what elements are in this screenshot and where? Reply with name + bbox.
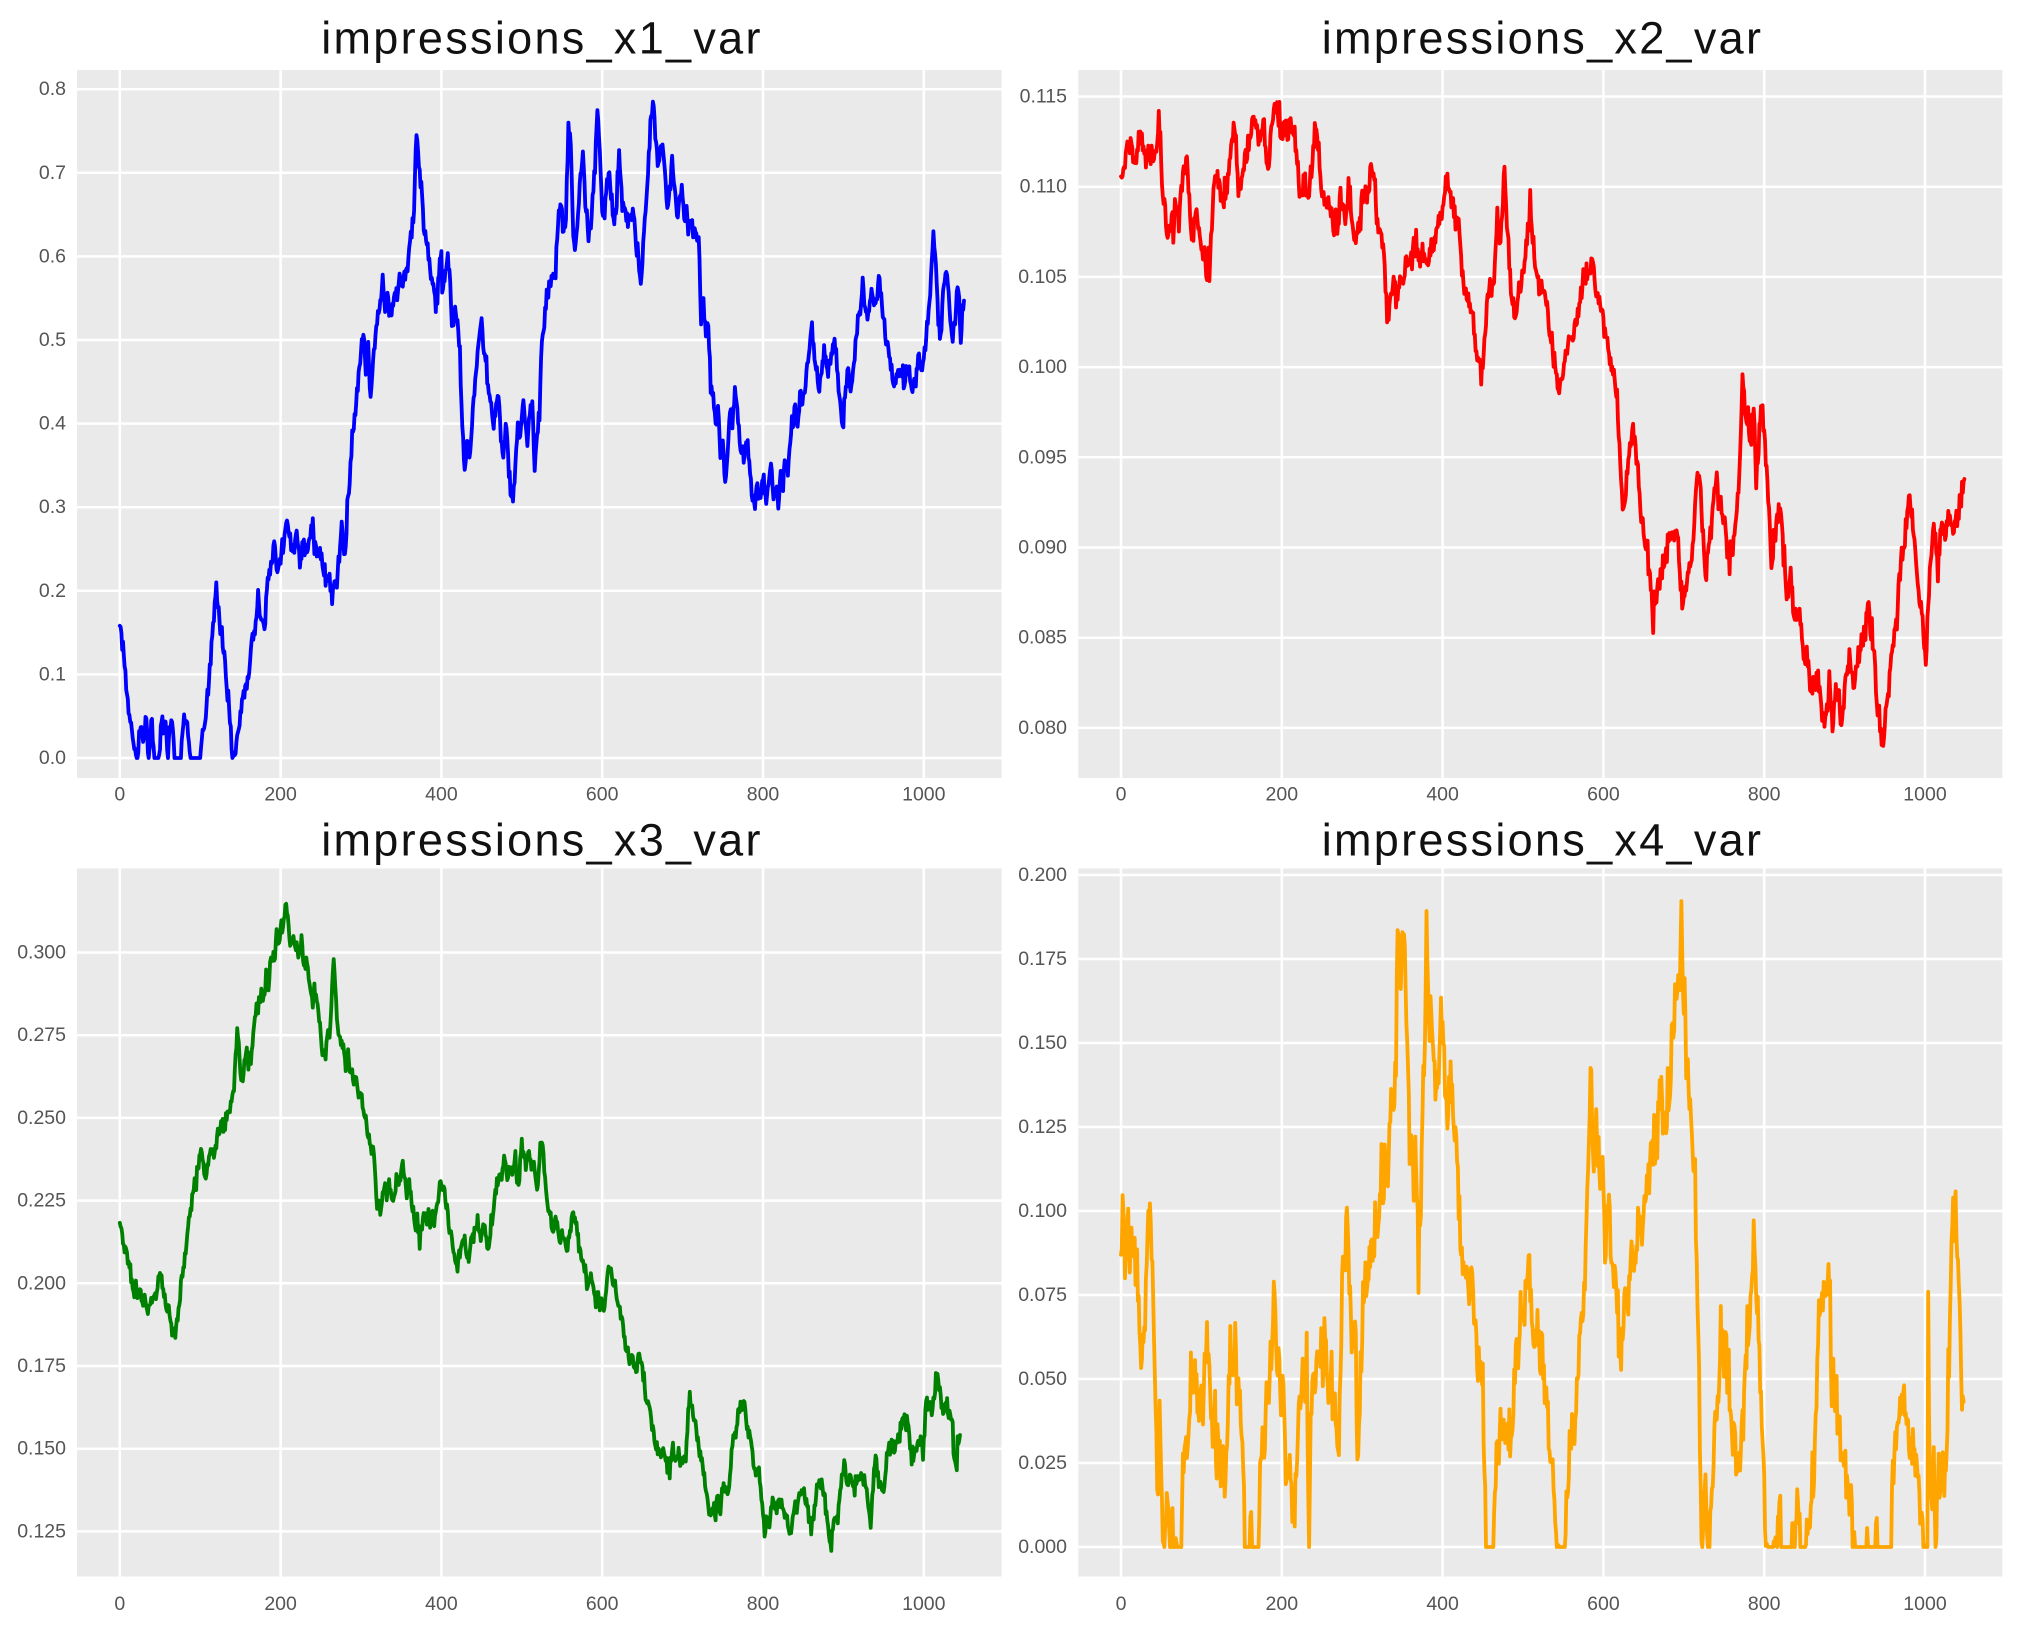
svg-text:800: 800 <box>1748 1593 1781 1615</box>
svg-text:1000: 1000 <box>1903 1593 1947 1615</box>
svg-text:400: 400 <box>425 1593 458 1615</box>
svg-text:0.105: 0.105 <box>1018 266 1067 288</box>
svg-text:600: 600 <box>586 783 619 805</box>
svg-text:400: 400 <box>425 783 458 805</box>
svg-text:200: 200 <box>264 783 297 805</box>
svg-text:0: 0 <box>1116 1593 1127 1615</box>
svg-text:600: 600 <box>1587 783 1620 805</box>
svg-text:0.6: 0.6 <box>39 245 66 267</box>
svg-text:1000: 1000 <box>902 1593 946 1615</box>
svg-text:0.1: 0.1 <box>39 663 66 685</box>
svg-text:0.000: 0.000 <box>1018 1536 1067 1558</box>
svg-text:400: 400 <box>1426 783 1459 805</box>
svg-text:0: 0 <box>1116 783 1127 805</box>
svg-text:400: 400 <box>1426 1593 1459 1615</box>
svg-text:0.100: 0.100 <box>1018 356 1067 378</box>
svg-text:600: 600 <box>586 1593 619 1615</box>
svg-text:0.250: 0.250 <box>17 1107 66 1129</box>
svg-text:0.085: 0.085 <box>1018 627 1067 649</box>
svg-text:0.150: 0.150 <box>1018 1032 1067 1054</box>
svg-text:0.100: 0.100 <box>1018 1200 1067 1222</box>
svg-text:0.125: 0.125 <box>1018 1116 1067 1138</box>
svg-text:0.075: 0.075 <box>1018 1284 1067 1306</box>
svg-text:0.095: 0.095 <box>1018 446 1067 468</box>
svg-text:0.125: 0.125 <box>17 1520 66 1542</box>
svg-text:impressions_x3_var: impressions_x3_var <box>321 815 763 866</box>
svg-text:0.200: 0.200 <box>1018 864 1067 886</box>
svg-text:200: 200 <box>1266 1593 1299 1615</box>
svg-text:200: 200 <box>264 1593 297 1615</box>
svg-text:0: 0 <box>114 783 125 805</box>
svg-text:0.175: 0.175 <box>17 1355 66 1377</box>
svg-text:800: 800 <box>747 1593 780 1615</box>
svg-text:0.225: 0.225 <box>17 1190 66 1212</box>
svg-text:0.025: 0.025 <box>1018 1452 1067 1474</box>
svg-text:0.090: 0.090 <box>1018 537 1067 559</box>
svg-text:0.3: 0.3 <box>39 496 66 518</box>
svg-text:0.275: 0.275 <box>17 1024 66 1046</box>
svg-text:0.2: 0.2 <box>39 580 66 602</box>
svg-text:0.200: 0.200 <box>17 1272 66 1294</box>
svg-text:800: 800 <box>1748 783 1781 805</box>
svg-text:1000: 1000 <box>1903 783 1947 805</box>
svg-text:0.080: 0.080 <box>1018 717 1067 739</box>
svg-text:0.8: 0.8 <box>39 78 66 100</box>
svg-text:impressions_x1_var: impressions_x1_var <box>321 13 763 64</box>
svg-text:0.050: 0.050 <box>1018 1368 1067 1390</box>
svg-text:0.115: 0.115 <box>1020 86 1068 108</box>
svg-text:800: 800 <box>747 783 780 805</box>
svg-text:0.4: 0.4 <box>39 413 66 435</box>
svg-text:0.7: 0.7 <box>39 162 66 184</box>
svg-text:200: 200 <box>1266 783 1299 805</box>
svg-text:0.110: 0.110 <box>1020 176 1068 198</box>
svg-text:0.150: 0.150 <box>17 1438 66 1460</box>
svg-text:0.300: 0.300 <box>17 942 66 964</box>
svg-text:1000: 1000 <box>902 783 946 805</box>
svg-text:impressions_x2_var: impressions_x2_var <box>1322 13 1764 64</box>
svg-text:impressions_x4_var: impressions_x4_var <box>1322 815 1764 866</box>
svg-text:0: 0 <box>114 1593 125 1615</box>
svg-text:0.0: 0.0 <box>39 747 66 769</box>
svg-text:600: 600 <box>1587 1593 1620 1615</box>
svg-text:0.5: 0.5 <box>39 329 66 351</box>
svg-text:0.175: 0.175 <box>1018 948 1067 970</box>
